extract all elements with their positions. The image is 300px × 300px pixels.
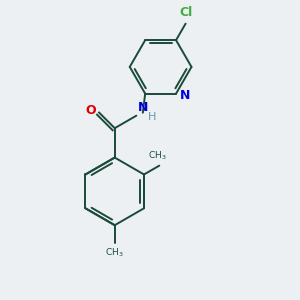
Text: CH$_3$: CH$_3$ [105, 246, 124, 259]
Text: O: O [85, 104, 96, 117]
Text: N: N [138, 101, 148, 114]
Text: Cl: Cl [179, 6, 192, 19]
Text: H: H [148, 112, 156, 122]
Text: N: N [180, 89, 190, 103]
Text: CH$_3$: CH$_3$ [148, 150, 167, 162]
